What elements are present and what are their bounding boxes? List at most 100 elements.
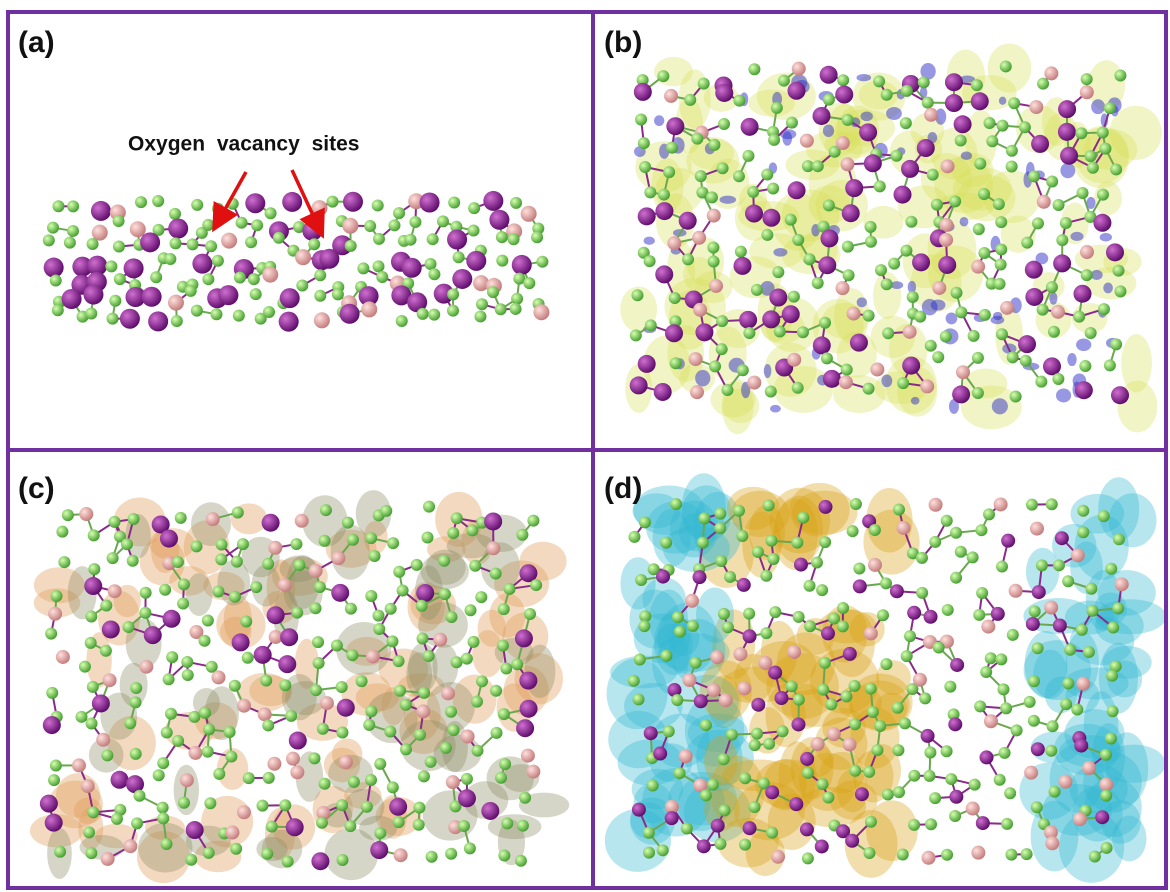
atom xyxy=(489,210,509,230)
atom xyxy=(127,555,139,567)
atom xyxy=(278,655,296,673)
atom xyxy=(708,256,720,268)
atom xyxy=(864,626,878,640)
atom xyxy=(737,578,751,592)
atom xyxy=(922,97,934,109)
iso-blob xyxy=(823,125,834,137)
iso-blob xyxy=(654,115,664,126)
atom xyxy=(425,258,437,270)
atom xyxy=(87,806,99,818)
atom xyxy=(190,540,202,552)
atom xyxy=(521,749,535,763)
atom xyxy=(1060,147,1078,165)
atom xyxy=(474,310,486,322)
atom xyxy=(812,277,824,289)
atom xyxy=(974,700,986,712)
atom xyxy=(336,799,348,811)
atom xyxy=(84,577,102,595)
atom xyxy=(932,281,946,295)
atom xyxy=(1010,391,1022,403)
atom xyxy=(191,305,203,317)
atom xyxy=(853,579,867,593)
atom xyxy=(634,653,646,665)
atom xyxy=(786,680,798,692)
atom xyxy=(974,158,986,170)
atom xyxy=(666,117,684,135)
atom xyxy=(655,202,673,220)
atom xyxy=(495,303,507,315)
atom xyxy=(243,772,255,784)
atom xyxy=(918,76,930,88)
atom xyxy=(700,789,712,801)
atom xyxy=(1082,761,1096,775)
atom xyxy=(453,251,465,263)
atom xyxy=(873,75,885,87)
atom xyxy=(941,849,953,861)
atom xyxy=(1007,351,1019,363)
atom xyxy=(260,675,272,687)
atom xyxy=(707,683,721,697)
atom xyxy=(523,277,535,289)
atom xyxy=(690,657,702,669)
atom xyxy=(417,308,429,320)
atom xyxy=(45,814,63,832)
atom xyxy=(440,742,452,754)
atom xyxy=(92,225,108,241)
iso-blob xyxy=(1099,643,1138,714)
atom xyxy=(448,196,460,208)
atom xyxy=(1097,189,1109,201)
atom xyxy=(972,387,984,399)
atom xyxy=(638,355,656,373)
atom xyxy=(1107,621,1119,633)
atom xyxy=(690,385,704,399)
atom xyxy=(994,774,1006,786)
atom xyxy=(50,590,62,602)
atom xyxy=(280,288,300,308)
atom xyxy=(157,812,169,824)
figure: (a) (b) (c) (d) Oxygen vacancy sites xyxy=(0,0,1170,892)
atom xyxy=(316,817,328,829)
atom xyxy=(816,778,828,790)
atom xyxy=(785,214,797,226)
atom xyxy=(1101,842,1113,854)
atom xyxy=(845,834,859,848)
atom xyxy=(263,772,275,784)
atom xyxy=(666,142,678,154)
atom xyxy=(863,847,875,859)
atom xyxy=(955,134,967,146)
atom xyxy=(100,645,112,657)
atom xyxy=(418,687,430,699)
atom xyxy=(394,685,406,697)
atom xyxy=(839,375,853,389)
atom xyxy=(1031,135,1049,153)
atom xyxy=(774,691,788,705)
iso-blob xyxy=(1100,233,1112,241)
atom xyxy=(108,584,122,598)
atom xyxy=(715,84,733,102)
atom xyxy=(1029,100,1043,114)
atom xyxy=(452,269,472,289)
atom xyxy=(536,256,548,268)
atom xyxy=(124,717,136,729)
atom xyxy=(48,774,60,786)
atom xyxy=(405,234,417,246)
atom xyxy=(232,506,244,518)
atom xyxy=(820,66,838,84)
atom xyxy=(144,626,162,644)
atom xyxy=(50,274,62,286)
atom xyxy=(517,820,529,832)
atom xyxy=(230,843,242,855)
atom xyxy=(365,590,377,602)
atom xyxy=(1031,801,1043,813)
atom xyxy=(107,313,119,325)
atom xyxy=(267,606,285,624)
atom xyxy=(237,805,251,819)
atom xyxy=(1037,195,1051,209)
atom xyxy=(286,818,304,836)
atom xyxy=(1073,812,1087,826)
atom xyxy=(760,570,772,582)
atom xyxy=(1045,745,1057,757)
atom xyxy=(1097,127,1109,139)
atom xyxy=(1053,559,1065,571)
atom xyxy=(692,231,706,245)
